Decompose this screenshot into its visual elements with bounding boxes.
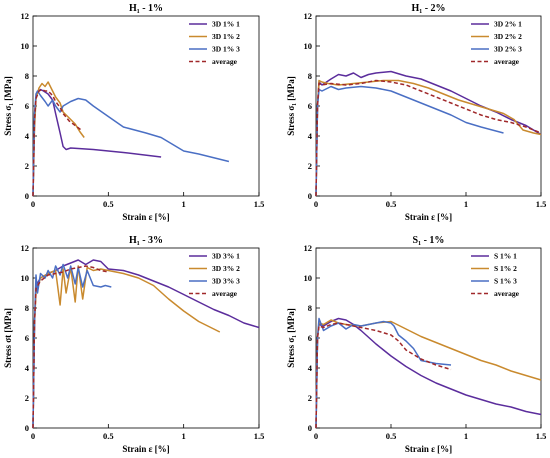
x-tick-label: 1.5	[536, 431, 547, 441]
legend-label: average	[212, 57, 238, 66]
series-line-1	[315, 70, 542, 197]
y-tick-label: 0	[25, 423, 29, 433]
series-line-4	[315, 322, 452, 429]
y-tick-label: 8	[308, 71, 312, 81]
legend-label: average	[494, 289, 520, 298]
x-axis-label: Strain ε [%]	[122, 444, 169, 454]
x-axis-label: Strain ε [%]	[405, 212, 452, 222]
chart-title: H₁ - 3%	[129, 235, 163, 246]
x-axis-label: Strain ε [%]	[122, 212, 169, 222]
y-tick-label: 0	[308, 191, 312, 201]
legend-label: 3D 3% 3	[212, 277, 240, 286]
legend: 3D 1% 1 3D 1% 2 3D 1% 3 average	[189, 20, 240, 66]
legend: S 1% 1 S 1% 2 S 1% 3 average	[471, 252, 520, 298]
y-axis-label: Stress σt [MPa]	[3, 308, 13, 368]
x-tick-label: 0	[31, 431, 35, 441]
y-tick-label: 2	[308, 393, 312, 403]
series-line-2	[32, 265, 221, 429]
y-tick-label: 4	[308, 363, 313, 373]
y-axis-label: Stress σ₁ [MPa]	[286, 76, 296, 135]
x-tick-label: 0	[31, 199, 35, 209]
legend-label: S 1% 1	[494, 252, 517, 261]
y-tick-label: 2	[25, 161, 29, 171]
legend-label: S 1% 2	[494, 264, 517, 273]
series-line-4	[32, 265, 109, 429]
legend-label: 3D 3% 1	[212, 252, 240, 261]
y-tick-label: 12	[21, 11, 30, 21]
y-axis-label: Stress σ₁ [MPa]	[286, 308, 296, 367]
legend-label: S 1% 3	[494, 277, 517, 286]
y-tick-label: 10	[21, 41, 30, 51]
series-line-3	[315, 317, 452, 429]
series-line-2	[315, 319, 542, 429]
chart-panel-3: 0 0.5 1 1.5 0 2 4 6 8 10 12 H₁ - 3% Strain ε [%] Stre…	[3, 235, 264, 454]
y-axis-label: Stress σ₁ [MPa]	[3, 76, 13, 135]
series-line-3	[32, 90, 230, 197]
x-tick-label: 1.5	[536, 199, 547, 209]
series-line-4	[315, 79, 542, 197]
x-tick-label: 0.5	[386, 431, 397, 441]
y-tick-label: 8	[25, 71, 29, 81]
x-tick-label: 1.5	[254, 431, 265, 441]
legend: 3D 3% 1 3D 3% 2 3D 3% 3 average	[189, 252, 240, 298]
x-tick-label: 0.5	[386, 199, 397, 209]
chart-panel-1: 0 0.5 1 1.5 0 2 4 6 8 10 12 H₁ - 1% Strain ε [%] Stre…	[3, 3, 264, 222]
y-tick-label: 6	[308, 333, 312, 343]
legend-label: average	[212, 289, 238, 298]
legend-label: 3D 3% 2	[212, 264, 240, 273]
chart-panel-4: 0 0.5 1 1.5 0 2 4 6 8 10 12 S₁ - 1% Strain ε [%] Stre…	[286, 235, 546, 454]
legend-label: 3D 1% 3	[212, 45, 240, 54]
y-tick-label: 6	[25, 101, 29, 111]
x-tick-label: 0.5	[103, 431, 114, 441]
legend-label: 3D 2% 2	[494, 32, 522, 41]
x-tick-label: 1	[464, 199, 468, 209]
y-tick-label: 12	[304, 11, 313, 21]
series-line-1	[32, 88, 162, 197]
y-tick-label: 12	[304, 243, 313, 253]
plot-frame	[315, 247, 542, 429]
y-tick-label: 8	[25, 303, 29, 313]
legend-label: 3D 1% 1	[212, 20, 240, 29]
series-line-3	[32, 263, 112, 429]
y-tick-label: 2	[308, 161, 312, 171]
y-tick-label: 4	[25, 363, 30, 373]
series-line-2	[315, 79, 542, 197]
y-tick-label: 0	[308, 423, 312, 433]
legend: 3D 2% 1 3D 2% 2 3D 2% 3 average	[471, 20, 522, 66]
series-line-4	[32, 88, 82, 197]
chart-title: H₁ - 1%	[129, 3, 163, 14]
y-tick-label: 10	[21, 273, 30, 283]
x-tick-label: 1	[182, 431, 186, 441]
legend-label: average	[494, 57, 520, 66]
y-tick-label: 4	[25, 131, 30, 141]
x-tick-label: 0	[314, 199, 318, 209]
y-tick-label: 10	[304, 273, 313, 283]
x-tick-label: 1	[464, 431, 468, 441]
y-tick-label: 12	[21, 243, 30, 253]
chart-title: S₁ - 1%	[413, 235, 445, 246]
y-tick-label: 4	[308, 131, 313, 141]
y-tick-label: 6	[308, 101, 312, 111]
legend-label: 3D 2% 3	[494, 45, 522, 54]
series-line-3	[315, 85, 504, 197]
chart-title: H₁ - 2%	[411, 3, 445, 14]
y-tick-label: 6	[25, 333, 29, 343]
y-tick-label: 10	[304, 41, 313, 51]
plot-frame	[32, 15, 260, 197]
x-tick-label: 1	[182, 199, 186, 209]
chart-panel-2: 0 0.5 1 1.5 0 2 4 6 8 10 12 H₁ - 2% Strain ε [%] Stre…	[286, 3, 546, 222]
x-tick-label: 1.5	[254, 199, 265, 209]
series-line-1	[315, 317, 542, 429]
y-tick-label: 8	[308, 303, 312, 313]
legend-label: 3D 2% 1	[494, 20, 522, 29]
legend-label: 3D 1% 2	[212, 32, 240, 41]
x-tick-label: 0.5	[103, 199, 114, 209]
y-tick-label: 0	[25, 191, 29, 201]
x-tick-label: 0	[314, 431, 318, 441]
x-axis-label: Strain ε [%]	[405, 444, 452, 454]
y-tick-label: 2	[25, 393, 29, 403]
